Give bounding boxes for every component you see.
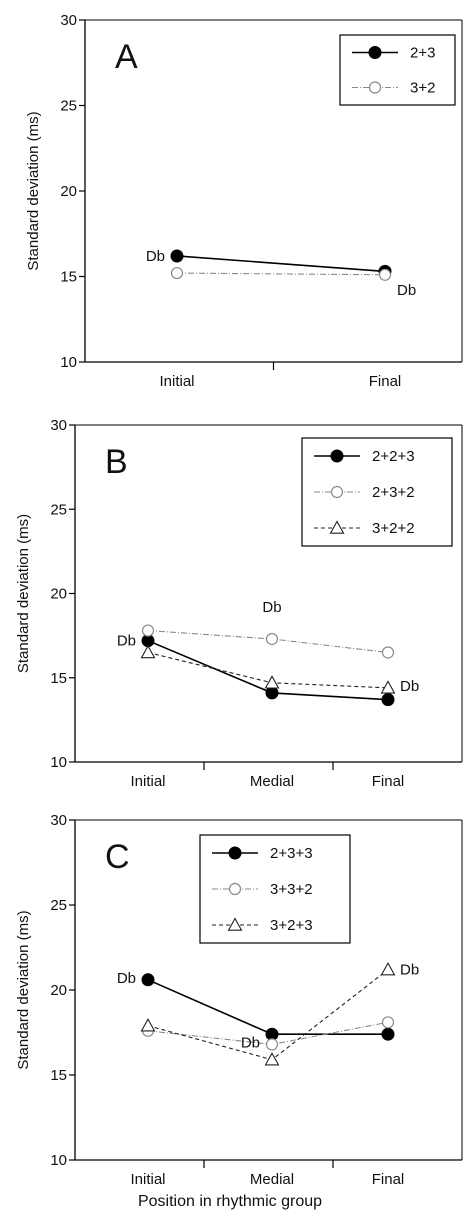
legend-box xyxy=(339,34,456,106)
data-point xyxy=(265,632,279,646)
series-line xyxy=(176,272,386,276)
y-tick-label: 20 xyxy=(50,982,67,999)
x-tick-label: Final xyxy=(372,773,405,790)
data-point xyxy=(265,686,279,700)
legend-label: 3+2+2 xyxy=(372,520,415,537)
legend: 2+3+3 3+3+2 3+2+3 xyxy=(199,834,351,944)
legend-marker xyxy=(329,520,345,534)
legend-label: 2+3 xyxy=(410,45,435,62)
panel-letter: C xyxy=(105,838,130,876)
legend-label: 3+2 xyxy=(410,80,435,97)
y-axis-label: Standard deviation (ms) xyxy=(15,514,32,673)
data-point xyxy=(141,973,155,987)
data-point xyxy=(264,1052,280,1066)
data-point xyxy=(170,266,184,280)
data-point xyxy=(264,675,280,689)
data-point xyxy=(380,680,396,694)
y-tick-label: 10 xyxy=(50,754,67,771)
legend-label: 2+2+3 xyxy=(372,448,415,465)
data-point xyxy=(378,268,392,281)
y-tick-label: 25 xyxy=(50,897,67,914)
y-axis-label: Standard deviation (ms) xyxy=(25,111,42,270)
x-tick-label: Medial xyxy=(250,1171,294,1188)
legend-marker xyxy=(228,846,242,860)
x-tick-label: Initial xyxy=(159,373,194,390)
x-tick-label: Medial xyxy=(250,773,294,790)
legend-label: 2+3+3 xyxy=(270,845,313,862)
annotation-label: Db xyxy=(400,962,419,979)
x-axis-label: Position in rhythmic group xyxy=(138,1193,322,1210)
data-point xyxy=(141,624,155,637)
legend-marker xyxy=(368,46,382,59)
data-point xyxy=(381,693,395,707)
annotation-label: Db xyxy=(146,248,165,265)
data-point xyxy=(140,1018,156,1032)
legend-marker xyxy=(330,449,344,463)
y-tick-label: 20 xyxy=(60,183,77,200)
data-point xyxy=(381,1016,395,1029)
annotation-label: Db xyxy=(241,1035,260,1052)
y-tick-label: 20 xyxy=(50,586,67,603)
y-tick-label: 10 xyxy=(50,1152,67,1169)
chart-panel-c: 10 15 20 25 30 Initial Medial Final Standard dev… xyxy=(15,812,463,1210)
legend-label: 2+3+2 xyxy=(372,484,415,501)
series-line xyxy=(147,979,388,1035)
legend-marker xyxy=(330,485,344,499)
panel-letter: A xyxy=(115,38,138,76)
y-tick-label: 30 xyxy=(60,12,77,29)
x-tick-label: Initial xyxy=(130,773,165,790)
x-tick-label: Final xyxy=(372,1171,405,1188)
y-tick-label: 25 xyxy=(60,98,77,115)
data-point xyxy=(381,646,395,659)
data-point xyxy=(265,1038,279,1051)
y-tick-label: 30 xyxy=(50,417,67,434)
data-point xyxy=(380,961,396,976)
legend-marker xyxy=(227,917,243,931)
series-line xyxy=(176,255,386,273)
y-tick-label: 10 xyxy=(60,354,77,371)
x-tick-label: Initial xyxy=(130,1171,165,1188)
y-tick-label: 15 xyxy=(50,1067,67,1084)
annotation-label: Db xyxy=(117,633,136,650)
annotation-label: Db xyxy=(397,282,416,299)
annotation-label: Db xyxy=(117,970,136,987)
data-point xyxy=(170,249,184,263)
y-tick-label: 15 xyxy=(60,269,77,286)
chart-panel-a: 10 15 20 25 30 Initial Final Standard deviation… xyxy=(25,12,463,390)
annotation-label: Db xyxy=(262,599,281,616)
panel-letter: B xyxy=(105,443,128,481)
data-point xyxy=(140,644,156,659)
data-point xyxy=(381,1027,395,1041)
y-tick-label: 25 xyxy=(50,501,67,518)
legend-marker xyxy=(368,81,382,94)
legend-marker xyxy=(228,882,242,896)
legend-label: 3+3+2 xyxy=(270,881,313,898)
y-tick-label: 30 xyxy=(50,812,67,829)
legend: 2+2+3 2+3+2 3+2+2 xyxy=(301,437,453,547)
y-axis-label: Standard deviation (ms) xyxy=(15,910,32,1069)
chart-panel-b: 10 15 20 25 30 Initial Medial Final Standard dev… xyxy=(15,417,463,790)
y-tick-label: 15 xyxy=(50,670,67,687)
legend-label: 3+2+3 xyxy=(270,917,313,934)
annotation-label: Db xyxy=(400,678,419,695)
x-tick-label: Final xyxy=(369,373,402,390)
legend: 2+3 3+2 xyxy=(339,34,456,106)
